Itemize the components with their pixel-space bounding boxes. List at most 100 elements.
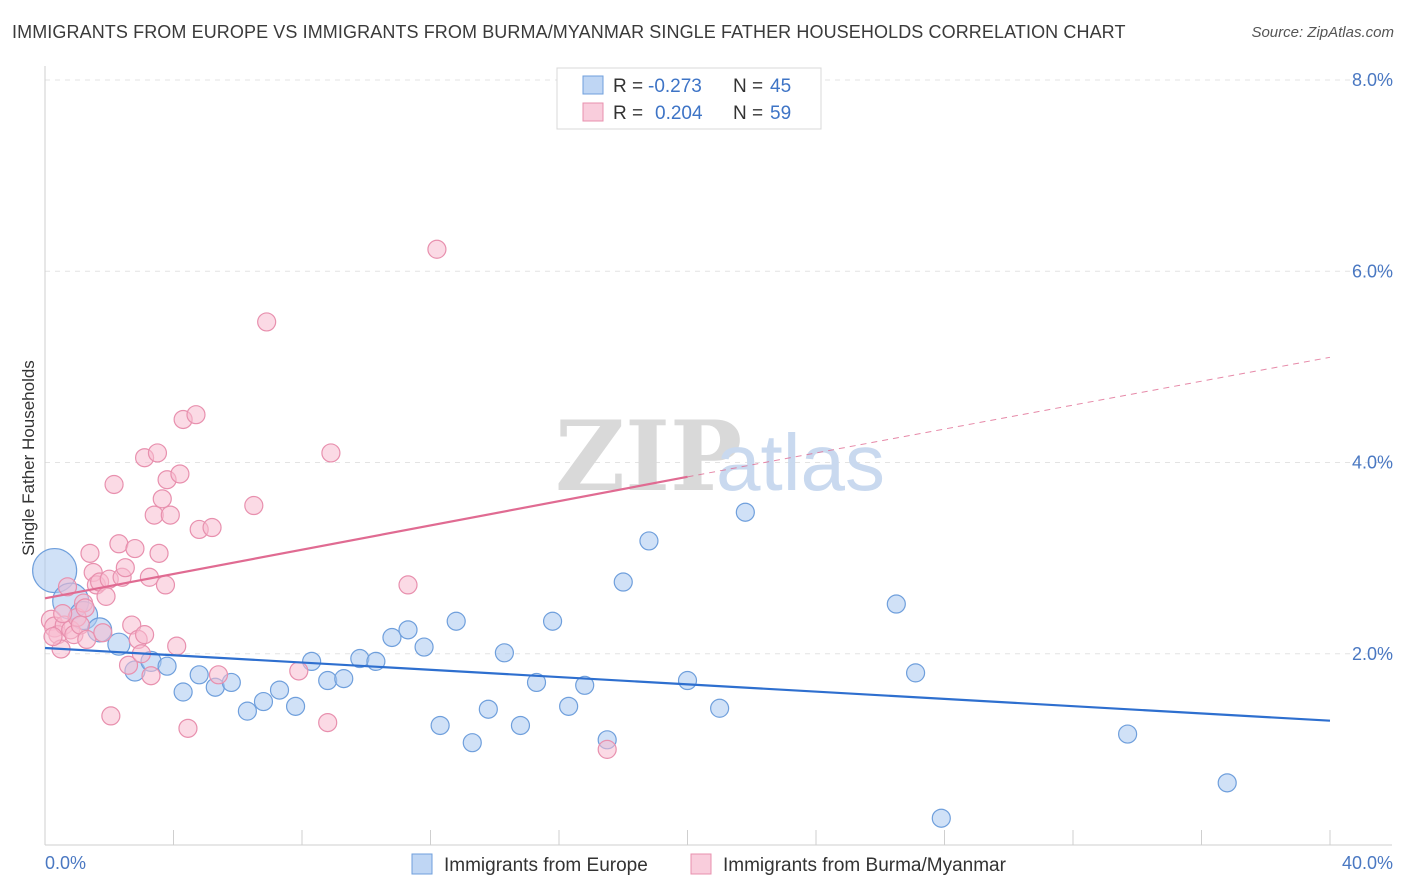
europe-point (677, 670, 698, 691)
burma-point (43, 626, 63, 647)
bottom-legend-burma-swatch (690, 853, 712, 875)
x-tick-label: 40.0% (1342, 853, 1393, 873)
y-tick-label: 4.0% (1352, 453, 1393, 473)
burma-point (80, 543, 100, 563)
watermark: ZIP atlas (555, 400, 885, 513)
burma-point (96, 586, 116, 606)
bottom-legend-europe-swatch (411, 853, 433, 875)
series-legend: Immigrants from Europe Immigrants from B… (411, 853, 1007, 876)
burma-point (170, 464, 190, 484)
europe-point (494, 643, 514, 663)
burma-point (75, 598, 95, 618)
europe-point (189, 665, 209, 685)
burma-trend-extension (687, 356, 1331, 478)
europe-point (302, 651, 322, 672)
burma-point (257, 312, 277, 332)
legend-burma-n-value: 59 (770, 103, 791, 124)
burma-point (152, 489, 172, 509)
burma-point (118, 655, 139, 675)
europe-point (382, 627, 402, 648)
europe-point (430, 715, 450, 736)
trend-lines (44, 356, 1331, 722)
burma-point (125, 538, 145, 559)
legend-europe-swatch (582, 75, 604, 95)
burma-point (208, 665, 229, 685)
bottom-legend-europe-label: Immigrants from Europe (444, 855, 648, 876)
europe-point (710, 698, 730, 718)
stats-legend: R = -0.273 N = 45 R = 0.204 N = 59 (556, 67, 822, 130)
europe-point (318, 670, 338, 691)
burma-point (53, 603, 73, 624)
europe-point (575, 675, 595, 695)
burma-point (427, 239, 447, 259)
watermark-zip: ZIP (555, 400, 742, 513)
burma-point (178, 718, 198, 738)
europe-point (446, 611, 466, 631)
europe-point (462, 733, 482, 753)
burma-point (134, 625, 155, 645)
europe-point (1217, 773, 1237, 793)
europe-point (157, 656, 177, 676)
legend-burma-r-value: 0.204 (655, 103, 703, 124)
y-tick-label: 8.0% (1352, 70, 1393, 90)
europe-point (905, 663, 926, 683)
burma-point (144, 505, 164, 525)
europe-point (253, 691, 274, 712)
burma-point (160, 505, 180, 525)
burma-point (104, 474, 124, 495)
burma-point (321, 443, 341, 463)
europe-point (173, 682, 193, 702)
source-credit: Source: ZipAtlas.com (1251, 24, 1394, 41)
legend-burma-n-label: N = (733, 103, 763, 124)
burma-point (109, 534, 129, 554)
burma-point (155, 575, 176, 595)
burma-point (202, 517, 222, 538)
legend-europe-r-value: -0.273 (648, 76, 702, 97)
legend-europe-r-label: R = (613, 76, 643, 97)
burma-point (244, 495, 264, 516)
y-tick-label: 6.0% (1352, 261, 1393, 281)
legend-europe-n-value: 45 (770, 76, 791, 97)
europe-point (478, 699, 498, 719)
y-axis-label: Single Father Households (19, 360, 38, 556)
europe-point (334, 669, 354, 689)
legend-burma-r-label: R = (613, 103, 643, 124)
europe-point (414, 637, 434, 657)
europe-trend-line (44, 646, 1331, 722)
burma-point (57, 577, 78, 597)
europe-point (559, 696, 579, 716)
europe-point (269, 680, 290, 700)
axes (44, 66, 1392, 846)
burma-point (186, 405, 206, 425)
burma-point (101, 706, 121, 726)
europe-point (398, 620, 418, 640)
burma-point (289, 661, 309, 681)
burma-point (597, 739, 617, 759)
watermark-atlas: atlas (716, 418, 885, 507)
europe-point (285, 696, 306, 716)
europe-point (237, 701, 257, 721)
burma-point (93, 623, 113, 643)
tick-labels: 2.0% 4.0% 6.0% 8.0% 0.0% 40.0% (45, 70, 1393, 873)
burma-point (318, 712, 338, 733)
burma-trend-line (44, 475, 688, 600)
europe-point (886, 594, 906, 614)
burma-point (149, 543, 169, 563)
europe-point (526, 672, 547, 693)
y-tick-label: 2.0% (1352, 644, 1393, 664)
bottom-legend-burma-label: Immigrants from Burma/Myanmar (723, 855, 1007, 876)
europe-point (542, 611, 563, 631)
burma-point (147, 443, 168, 463)
chart-title: IMMIGRANTS FROM EUROPE VS IMMIGRANTS FRO… (12, 22, 1126, 42)
burma-point (167, 636, 187, 656)
europe-point (613, 572, 633, 592)
europe-point (639, 531, 659, 551)
europe-point (510, 715, 531, 736)
europe-point (735, 502, 755, 522)
europe-point (931, 808, 951, 828)
legend-europe-n-label: N = (733, 76, 763, 97)
grid (45, 79, 1392, 655)
burma-point (398, 575, 418, 595)
series-burma-points (40, 239, 617, 759)
